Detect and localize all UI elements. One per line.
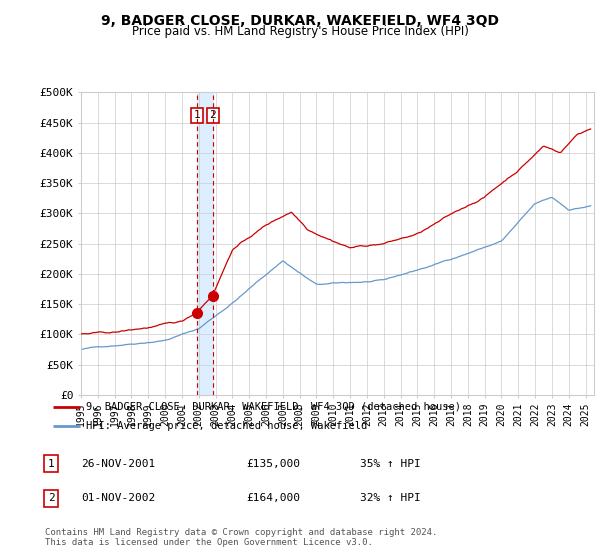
Text: HPI: Average price, detached house, Wakefield: HPI: Average price, detached house, Wake… xyxy=(86,421,367,431)
Text: 2: 2 xyxy=(209,110,216,120)
Text: 01-NOV-2002: 01-NOV-2002 xyxy=(81,493,155,503)
Text: £164,000: £164,000 xyxy=(246,493,300,503)
Text: £135,000: £135,000 xyxy=(246,459,300,469)
Text: 26-NOV-2001: 26-NOV-2001 xyxy=(81,459,155,469)
Text: 1: 1 xyxy=(194,110,200,120)
Text: 9, BADGER CLOSE, DURKAR, WAKEFIELD, WF4 3QD: 9, BADGER CLOSE, DURKAR, WAKEFIELD, WF4 … xyxy=(101,14,499,28)
Text: 9, BADGER CLOSE, DURKAR, WAKEFIELD, WF4 3QD (detached house): 9, BADGER CLOSE, DURKAR, WAKEFIELD, WF4 … xyxy=(86,402,461,412)
Text: Price paid vs. HM Land Registry's House Price Index (HPI): Price paid vs. HM Land Registry's House … xyxy=(131,25,469,38)
Text: Contains HM Land Registry data © Crown copyright and database right 2024.
This d: Contains HM Land Registry data © Crown c… xyxy=(45,528,437,547)
Text: 2: 2 xyxy=(47,493,55,503)
Text: 1: 1 xyxy=(47,459,55,469)
Text: 35% ↑ HPI: 35% ↑ HPI xyxy=(360,459,421,469)
Text: 32% ↑ HPI: 32% ↑ HPI xyxy=(360,493,421,503)
Bar xyxy=(197,92,212,395)
